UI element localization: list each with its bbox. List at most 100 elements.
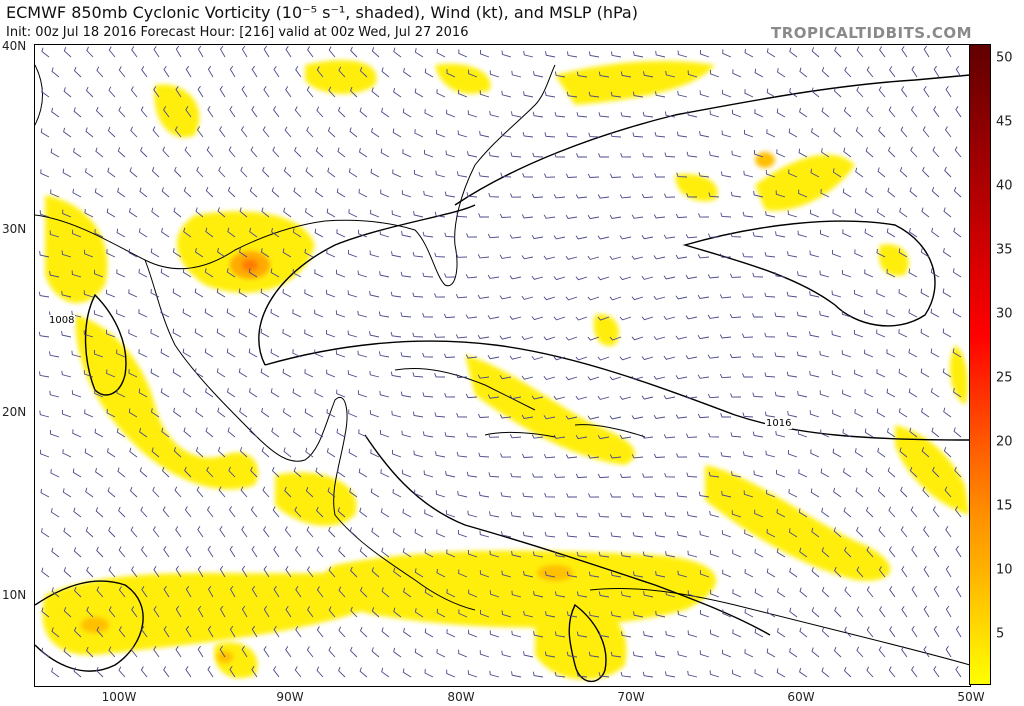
- wind-barb: [775, 231, 786, 238]
- wind-barb: [523, 91, 534, 98]
- wind-barb: [776, 548, 786, 558]
- wind-barb: [380, 189, 390, 198]
- wind-barb: [901, 606, 908, 618]
- isobar-label: 1008: [48, 315, 76, 326]
- wind-barb: [531, 395, 544, 400]
- wind-barb: [207, 666, 214, 678]
- wind-barb: [788, 488, 798, 498]
- latitude-label: 30N: [2, 222, 27, 236]
- wind-barb: [543, 376, 556, 381]
- wind-barb: [707, 233, 720, 238]
- wind-barb: [50, 468, 60, 478]
- wind-barb: [239, 447, 248, 458]
- wind-barb: [553, 356, 566, 361]
- wind-barb: [488, 472, 500, 478]
- wind-barb: [752, 231, 764, 238]
- wind-barb: [653, 336, 666, 341]
- wind-barb: [743, 170, 754, 178]
- wind-barb: [511, 671, 522, 678]
- wind-barb: [336, 428, 346, 438]
- wind-barb: [392, 528, 402, 538]
- wind-barb: [908, 268, 918, 278]
- wind-barb: [566, 493, 577, 498]
- wind-barb: [163, 106, 170, 118]
- wind-barb: [72, 468, 82, 478]
- wind-barb: [811, 87, 820, 98]
- wind-barb: [921, 447, 930, 458]
- wind-barb: [609, 214, 622, 219]
- wind-barb: [553, 473, 566, 478]
- wind-barb: [359, 667, 368, 678]
- wind-barb: [326, 249, 336, 258]
- wind-barb: [841, 310, 852, 318]
- wind-barb: [172, 368, 182, 378]
- wind-barb: [576, 591, 588, 598]
- wind-barb: [786, 371, 798, 378]
- wind-barb: [620, 153, 632, 158]
- wind-barb: [270, 348, 280, 358]
- wind-barb: [456, 171, 468, 178]
- wind-barb: [161, 187, 170, 198]
- wind-barb: [216, 288, 226, 298]
- wind-barb: [954, 146, 962, 158]
- wind-barb: [338, 666, 346, 678]
- wind-barb: [62, 168, 72, 178]
- wind-barb: [908, 308, 918, 318]
- wind-barb: [49, 429, 60, 438]
- wind-barb: [326, 408, 336, 418]
- wind-barb: [422, 352, 434, 358]
- wind-barb: [952, 348, 962, 358]
- wind-barb: [664, 671, 676, 678]
- wind-barb: [314, 349, 324, 358]
- wind-barb: [369, 331, 380, 338]
- wind-barb: [632, 492, 644, 498]
- wind-barb: [833, 487, 842, 498]
- wind-barb: [338, 586, 346, 598]
- wind-barb: [730, 232, 742, 238]
- wind-barb: [732, 549, 742, 558]
- wind-barb: [359, 107, 368, 118]
- wind-barb: [205, 186, 214, 198]
- wind-barb: [467, 549, 478, 558]
- wind-barb: [108, 606, 116, 618]
- wind-barb: [877, 487, 886, 498]
- wind-barb: [720, 451, 732, 458]
- wind-barb: [284, 126, 292, 138]
- wind-barb: [531, 234, 544, 240]
- wind-barb: [107, 487, 116, 498]
- wind-barb: [920, 288, 930, 298]
- wind-barb: [619, 356, 632, 361]
- wind-barb: [283, 447, 292, 458]
- wind-barb: [402, 668, 412, 678]
- wind-barb: [305, 167, 314, 178]
- wind-barb: [458, 609, 468, 618]
- wind-barb: [263, 86, 270, 98]
- wind-barb: [588, 51, 600, 58]
- wind-barb: [786, 331, 798, 338]
- wind-barb: [566, 651, 578, 658]
- wind-barb: [533, 591, 544, 598]
- wind-barb: [653, 255, 666, 260]
- wind-barb: [643, 591, 654, 598]
- wind-barb: [216, 368, 226, 378]
- wind-barb: [455, 334, 468, 339]
- wind-barb: [414, 88, 424, 98]
- wind-barb: [479, 650, 490, 658]
- wind-barb: [843, 507, 852, 518]
- wind-barb: [842, 467, 852, 478]
- wind-barb: [161, 427, 170, 438]
- wind-barb: [753, 149, 764, 158]
- wind-barb: [833, 527, 842, 538]
- wind-barb: [720, 212, 732, 218]
- wind-barb: [796, 351, 808, 358]
- wind-barb: [543, 296, 556, 301]
- wind-barb: [271, 187, 280, 198]
- wind-barb: [632, 651, 644, 658]
- wind-barb: [162, 146, 170, 158]
- wind-barb: [923, 526, 930, 538]
- wind-barb: [183, 187, 192, 198]
- wind-barb: [335, 310, 346, 318]
- wind-barb: [776, 508, 786, 518]
- wind-barb: [810, 127, 820, 138]
- wind-barb: [260, 368, 270, 378]
